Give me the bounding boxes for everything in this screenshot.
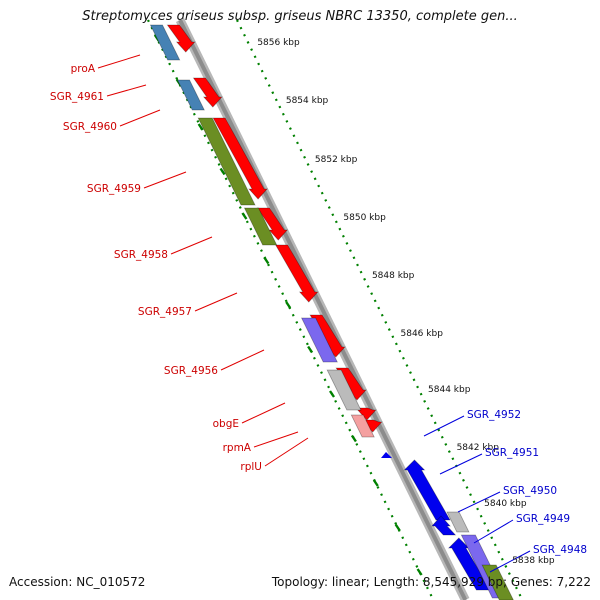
- tick-mark: [372, 479, 379, 487]
- gene-label-SGR_4959[interactable]: SGR_4959: [87, 183, 141, 195]
- gene-label-SGR_4960[interactable]: SGR_4960: [63, 121, 117, 133]
- gene-label-rpmA[interactable]: rpmA: [223, 442, 252, 454]
- gene-label-SGR_4956[interactable]: SGR_4956: [164, 365, 218, 377]
- reverse-cds-2: [431, 515, 457, 536]
- tick-mark: [350, 434, 357, 443]
- feature-SGR_4960-4959: [197, 117, 256, 206]
- topology-text: Topology: linear; Length: 8,545,929 bp; …: [271, 575, 591, 589]
- leader-line: [119, 109, 161, 127]
- leader-line: [106, 84, 147, 97]
- feature-proA: [149, 24, 181, 61]
- feature-obgE: [326, 369, 362, 411]
- tick-mark: [394, 523, 401, 532]
- scale-label: 5856 kbp: [257, 38, 300, 48]
- gene-label-obgE[interactable]: obgE: [213, 418, 239, 430]
- forward-cds-1: [166, 24, 196, 53]
- leader-line: [241, 402, 286, 424]
- leader-line: [194, 292, 238, 312]
- gene-label-SGR_4961[interactable]: SGR_4961: [50, 91, 104, 103]
- gene-label-SGR_4949[interactable]: SGR_4949: [516, 513, 570, 525]
- map-title: Streptomyces griseus subsp. griseus NBRC…: [82, 9, 518, 24]
- gene-labels[interactable]: proA SGR_4961 SGR_4960 SGR_4959 SGR_4958 SGR_…: [50, 63, 587, 556]
- gene-label-SGR_4951[interactable]: SGR_4951: [485, 447, 539, 459]
- right-tick-track: [236, 19, 524, 600]
- tick-mark: [329, 390, 336, 398]
- leader-line: [143, 171, 187, 189]
- gene-label-SGR_4948[interactable]: SGR_4948: [533, 544, 587, 556]
- tick-mark: [197, 123, 204, 131]
- gene-label-rplU[interactable]: rplU: [240, 461, 262, 473]
- scale-label: 5854 kbp: [286, 96, 329, 106]
- feature-track[interactable]: [149, 24, 514, 600]
- forward-cds-3: [212, 117, 268, 200]
- scale-label: 5840 kbp: [484, 499, 527, 509]
- feature-SGR_4961: [176, 79, 205, 111]
- scale-label: 5848 kbp: [372, 271, 415, 281]
- tick-mark: [416, 568, 423, 576]
- feature-rpmA: [350, 414, 375, 438]
- leader-line: [253, 431, 299, 448]
- gene-label-SGR_4958[interactable]: SGR_4958: [114, 249, 168, 261]
- scale-label: 5842 kbp: [457, 443, 500, 453]
- leader-line: [489, 550, 531, 573]
- tick-mark: [219, 167, 226, 176]
- leader-line: [170, 236, 213, 255]
- leader-line: [264, 437, 309, 467]
- scale-label: 5846 kbp: [401, 329, 444, 339]
- feature-SGR_4948: [481, 564, 514, 600]
- forward-cds-4: [256, 207, 289, 241]
- feature-SGR_4958: [243, 207, 278, 246]
- scale-labels: 5856 kbp 5854 kbp 5852 kbp 5850 kbp 5848 kbp…: [257, 38, 555, 566]
- leader-line: [439, 453, 483, 475]
- reverse-arrow-tip: [381, 452, 392, 458]
- leader-line: [423, 415, 465, 437]
- gene-label-proA[interactable]: proA: [71, 63, 96, 75]
- scale-label: 5852 kbp: [315, 155, 358, 165]
- genome-backbone: [175, 18, 470, 600]
- gene-label-SGR_4957[interactable]: SGR_4957: [138, 306, 192, 318]
- reverse-cds-3: [447, 537, 492, 591]
- label-leader-lines: [97, 54, 531, 573]
- dotted-tick-tracks: [147, 19, 524, 600]
- leader-line: [220, 349, 265, 371]
- feature-SGR_4950: [446, 511, 470, 533]
- leader-line: [457, 491, 501, 513]
- feature-SGR_4956: [300, 317, 338, 363]
- gene-label-SGR_4950[interactable]: SGR_4950: [503, 485, 557, 497]
- forward-cds-5: [275, 244, 319, 303]
- tick-mark: [307, 345, 314, 354]
- accession-text: Accession: NC_010572: [9, 575, 146, 589]
- scale-label: 5838 kbp: [512, 556, 555, 566]
- scale-label: 5850 kbp: [343, 213, 386, 223]
- tick-mark: [285, 301, 292, 309]
- tick-mark: [263, 256, 270, 265]
- forward-cds-2: [192, 77, 223, 108]
- scale-label: 5844 kbp: [428, 385, 471, 395]
- tick-mark: [241, 212, 248, 220]
- leader-line: [473, 519, 514, 544]
- backbone-inner: [178, 19, 468, 600]
- leader-line: [97, 54, 141, 69]
- gene-label-SGR_4952[interactable]: SGR_4952: [467, 409, 521, 421]
